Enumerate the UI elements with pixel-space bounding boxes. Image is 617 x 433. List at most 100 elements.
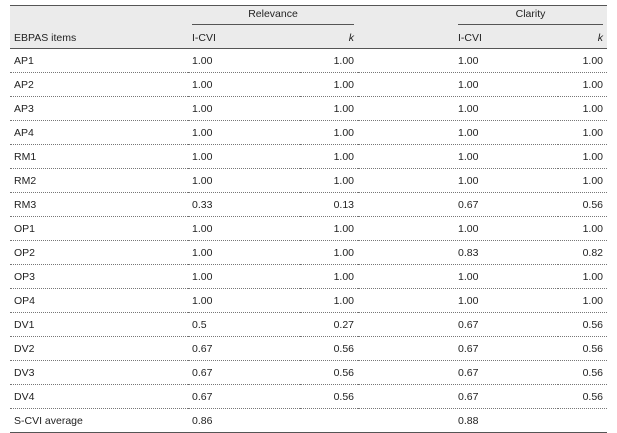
group-label: Clarity xyxy=(458,8,604,25)
item-cell: DV4 xyxy=(10,384,188,409)
value-cell: 0.56 xyxy=(300,360,358,385)
page: Relevance Clarity EBPAS items I-CVI k I-… xyxy=(10,5,608,433)
value-cell: 1.00 xyxy=(358,72,558,97)
item-cell: AP4 xyxy=(10,120,188,145)
table-row: AP2 1.00 1.00 1.00 1.00 xyxy=(10,72,608,97)
item-cell: DV3 xyxy=(10,360,188,385)
footer-label: S-CVI average xyxy=(10,408,188,433)
value-cell: 1.00 xyxy=(558,120,608,145)
table-row: RM1 1.00 1.00 1.00 1.00 xyxy=(10,144,608,169)
value-cell: 1.00 xyxy=(358,216,558,241)
value-cell: 0.27 xyxy=(300,312,358,337)
value-cell: 1.00 xyxy=(358,288,558,313)
value-cell: 0.13 xyxy=(300,192,358,217)
column-header: k xyxy=(300,27,358,49)
item-cell: RM2 xyxy=(10,168,188,193)
value-cell: 0.56 xyxy=(300,336,358,361)
value-cell: 0.67 xyxy=(188,360,300,385)
value-cell: 1.00 xyxy=(558,96,608,121)
value-cell: 1.00 xyxy=(300,144,358,169)
item-cell: RM1 xyxy=(10,144,188,169)
table-header: Relevance Clarity EBPAS items I-CVI k I-… xyxy=(10,5,608,49)
value-cell: 1.00 xyxy=(300,120,358,145)
results-table: Relevance Clarity EBPAS items I-CVI k I-… xyxy=(10,5,608,433)
table-row: OP1 1.00 1.00 1.00 1.00 xyxy=(10,216,608,241)
value-cell: 0.67 xyxy=(188,336,300,361)
value-cell: 1.00 xyxy=(188,48,300,73)
value-cell: 1.00 xyxy=(558,216,608,241)
value-cell: 1.00 xyxy=(358,48,558,73)
value-cell: 1.00 xyxy=(300,96,358,121)
value-cell: 1.00 xyxy=(300,216,358,241)
item-cell: RM3 xyxy=(10,192,188,217)
table-row: RM3 0.33 0.13 0.67 0.56 xyxy=(10,192,608,217)
item-cell: DV1 xyxy=(10,312,188,337)
value-cell: 0.33 xyxy=(188,192,300,217)
value-cell: 0.56 xyxy=(558,312,608,337)
value-cell: 1.00 xyxy=(358,120,558,145)
value-cell: 1.00 xyxy=(300,240,358,265)
value-cell: 0.56 xyxy=(558,192,608,217)
value-cell: 1.00 xyxy=(188,144,300,169)
value-cell: 0.56 xyxy=(558,384,608,409)
value-cell: 1.00 xyxy=(188,96,300,121)
table-row: AP4 1.00 1.00 1.00 1.00 xyxy=(10,120,608,145)
value-cell: 0.82 xyxy=(558,240,608,265)
value-cell: 0.67 xyxy=(188,384,300,409)
value-cell: 0.56 xyxy=(558,336,608,361)
table-row: DV4 0.67 0.56 0.67 0.56 xyxy=(10,384,608,409)
table-row: DV3 0.67 0.56 0.67 0.56 xyxy=(10,360,608,385)
column-header: EBPAS items xyxy=(10,27,188,49)
value-cell: 0.83 xyxy=(358,240,558,265)
value-cell: 1.00 xyxy=(188,168,300,193)
column-row: EBPAS items I-CVI k I-CVI k xyxy=(10,27,608,49)
item-cell: AP3 xyxy=(10,96,188,121)
empty-cell xyxy=(300,408,358,433)
table-row: OP3 1.00 1.00 1.00 1.00 xyxy=(10,264,608,289)
value-cell: 0.67 xyxy=(358,192,558,217)
group-label: Relevance xyxy=(192,8,354,25)
item-cell: AP1 xyxy=(10,48,188,73)
group-row: Relevance Clarity xyxy=(10,5,608,27)
value-cell: 0.67 xyxy=(358,336,558,361)
value-cell: 0.88 xyxy=(358,408,558,433)
value-cell: 1.00 xyxy=(358,264,558,289)
item-cell: AP2 xyxy=(10,72,188,97)
value-cell: 1.00 xyxy=(358,96,558,121)
value-cell: 1.00 xyxy=(558,48,608,73)
table-row: RM2 1.00 1.00 1.00 1.00 xyxy=(10,168,608,193)
table-row: DV2 0.67 0.56 0.67 0.56 xyxy=(10,336,608,361)
value-cell: 1.00 xyxy=(558,168,608,193)
header-spacer xyxy=(10,5,188,27)
value-cell: 1.00 xyxy=(558,264,608,289)
table-row: AP1 1.00 1.00 1.00 1.00 xyxy=(10,48,608,73)
value-cell: 1.00 xyxy=(188,288,300,313)
value-cell: 1.00 xyxy=(188,120,300,145)
value-cell: 0.5 xyxy=(188,312,300,337)
value-cell: 1.00 xyxy=(188,72,300,97)
table-row: AP3 1.00 1.00 1.00 1.00 xyxy=(10,96,608,121)
value-cell: 1.00 xyxy=(558,72,608,97)
value-cell: 0.67 xyxy=(358,384,558,409)
table-row: OP2 1.00 1.00 0.83 0.82 xyxy=(10,240,608,265)
group-header: Relevance xyxy=(188,5,358,27)
column-header: k xyxy=(558,27,608,49)
item-cell: OP1 xyxy=(10,216,188,241)
item-cell: DV2 xyxy=(10,336,188,361)
value-cell: 1.00 xyxy=(300,288,358,313)
value-cell: 0.56 xyxy=(558,360,608,385)
value-cell: 0.86 xyxy=(188,408,300,433)
value-cell: 1.00 xyxy=(300,48,358,73)
value-cell: 0.67 xyxy=(358,360,558,385)
value-cell: 1.00 xyxy=(300,72,358,97)
footer-row: S-CVI average 0.86 0.88 xyxy=(10,408,608,433)
value-cell: 1.00 xyxy=(300,168,358,193)
value-cell: 0.56 xyxy=(300,384,358,409)
value-cell: 1.00 xyxy=(558,288,608,313)
item-cell: OP3 xyxy=(10,264,188,289)
item-cell: OP4 xyxy=(10,288,188,313)
table-row: DV1 0.5 0.27 0.67 0.56 xyxy=(10,312,608,337)
empty-cell xyxy=(558,408,608,433)
value-cell: 1.00 xyxy=(358,144,558,169)
column-header: I-CVI xyxy=(188,27,300,49)
